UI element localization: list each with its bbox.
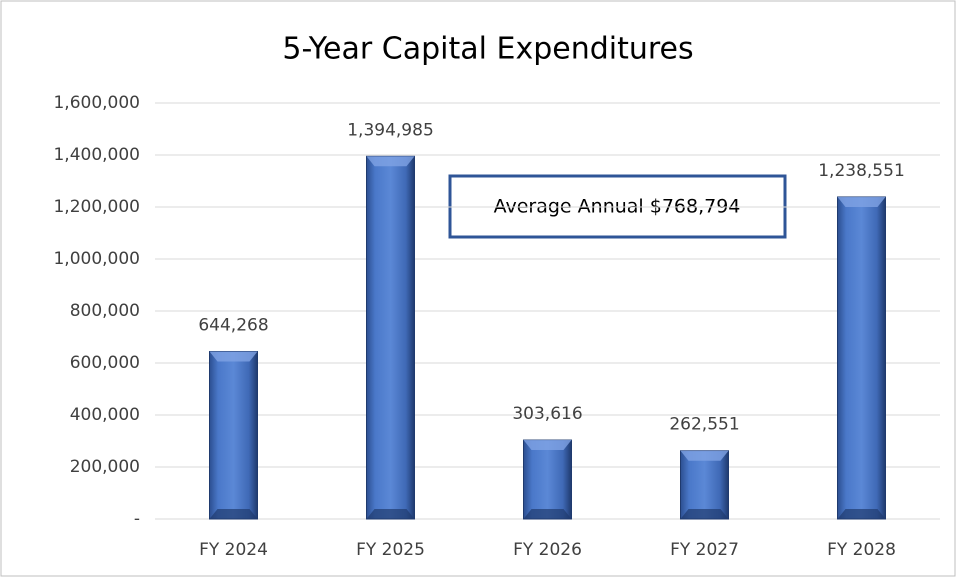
- value-label: 644,268: [198, 315, 268, 335]
- y-tick-label: 200,000: [70, 457, 140, 477]
- y-tick-label: 1,000,000: [53, 249, 140, 269]
- value-label: 1,394,985: [347, 120, 434, 140]
- x-tick-label: FY 2027: [670, 540, 739, 560]
- value-label: 303,616: [512, 404, 582, 424]
- bar-bevel-top: [680, 450, 729, 461]
- y-tick-label: 600,000: [70, 353, 140, 373]
- bar: [523, 439, 572, 520]
- bar: [209, 350, 258, 520]
- bar-bevel-top: [837, 196, 886, 207]
- bar-bevel-bottom: [209, 509, 258, 519]
- value-label: 262,551: [669, 415, 739, 435]
- y-tick-label: 1,600,000: [53, 93, 140, 113]
- value-label: 1,238,551: [818, 161, 905, 181]
- x-tick-label: FY 2028: [827, 540, 896, 560]
- bar: [680, 450, 729, 520]
- y-tick-label: -: [134, 509, 140, 529]
- bar-bevel-top: [209, 351, 258, 362]
- x-tick-label: FY 2025: [356, 540, 425, 560]
- y-tick-label: 1,400,000: [53, 145, 140, 165]
- bar-bevel-top: [523, 440, 572, 451]
- y-tick-label: 400,000: [70, 405, 140, 425]
- bar-bevel-bottom: [837, 509, 886, 519]
- chart-title: 5-Year Capital Expenditures: [282, 32, 693, 67]
- bar-bevel-bottom: [680, 509, 729, 519]
- y-tick-label: 800,000: [70, 301, 140, 321]
- bar-bevel-bottom: [366, 509, 415, 519]
- bar: [366, 155, 415, 520]
- x-tick-label: FY 2024: [199, 540, 268, 560]
- bar-bevel-bottom: [523, 509, 572, 519]
- bar-bevel-top: [366, 156, 415, 167]
- bar: [837, 196, 886, 520]
- y-tick-label: 1,200,000: [53, 197, 140, 217]
- x-tick-label: FY 2026: [513, 540, 582, 560]
